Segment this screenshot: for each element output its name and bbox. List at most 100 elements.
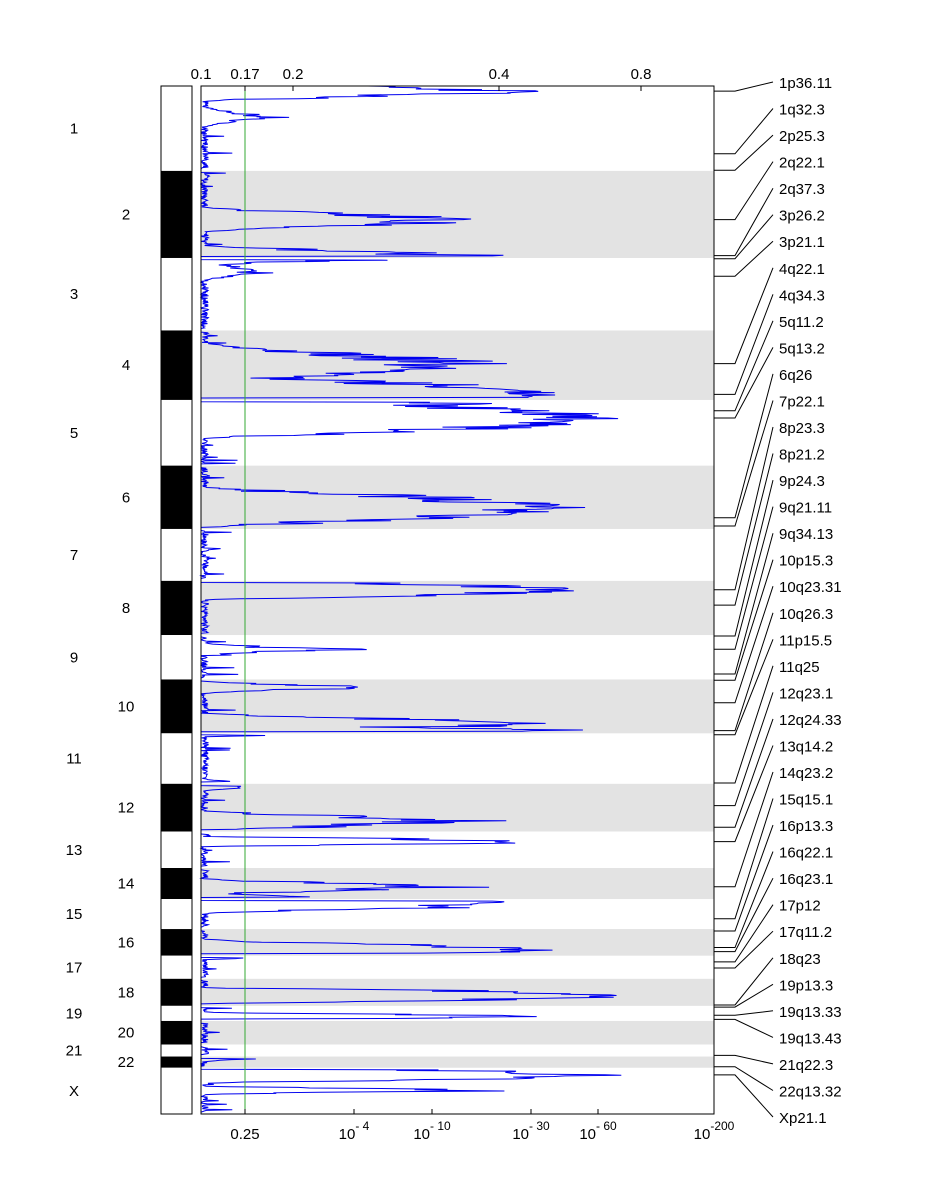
cytoband-leader-line: [714, 373, 774, 519]
cytoband-leader-line: [714, 187, 774, 257]
ideogram-segment-18: [161, 978, 192, 1006]
ideogram-segment-5: [161, 399, 192, 466]
bottom-tick-label: 10- 30: [512, 1119, 550, 1143]
cytoband-leader-line: [714, 851, 774, 948]
ideogram-segment-1: [161, 86, 192, 171]
cytoband-leader-line: [714, 877, 774, 953]
cytoband-label: 14q23.2: [779, 765, 833, 782]
cytoband-leader-line: [714, 930, 774, 969]
cytoband-label: 10q23.31: [779, 579, 842, 596]
chromosome-label: 21: [66, 1043, 83, 1060]
bottom-axis: 0.25 10- 4 10- 10 10- 30 10- 60 10-200: [230, 1109, 735, 1143]
cytoband-label: 16q22.1: [779, 845, 833, 862]
chromosome-band-8: [201, 580, 714, 636]
cytoband-label: 6q26: [779, 367, 812, 384]
cytoband-label: 16p13.3: [779, 818, 833, 835]
ideogram-segment-17: [161, 955, 192, 979]
cytoband-label: 21q22.3: [779, 1057, 833, 1074]
ideogram-segment-15: [161, 899, 192, 930]
cytoband-leader-line: [714, 1066, 774, 1091]
ideogram-segment-13: [161, 831, 192, 868]
cytoband-leader-line: [714, 426, 774, 591]
ideogram-segment-20: [161, 1020, 192, 1045]
tick-base: 10: [694, 1126, 711, 1143]
cytoband-label: 17p12: [779, 898, 821, 915]
tick-exponent: - 60: [596, 1119, 617, 1133]
chromosome-label: 3: [70, 286, 78, 303]
cytoband-leader-line: [714, 533, 774, 675]
chromosome-label: 6: [122, 489, 130, 506]
cytoband-leader-line: [714, 639, 774, 736]
chromosome-band-14: [201, 867, 714, 900]
top-tick-label: 0.4: [489, 66, 510, 83]
cytoband-label: 22q13.32: [779, 1083, 842, 1100]
tick-exponent: - 30: [529, 1119, 550, 1133]
cytoband-leader-line: [714, 718, 774, 828]
chromosome-band-18: [201, 978, 714, 1006]
ideogram-segment-22: [161, 1056, 192, 1068]
chromosome-ideogram: [161, 86, 192, 1114]
chromosome-label: 9: [70, 649, 78, 666]
cytoband-label: 19q13.43: [779, 1030, 842, 1047]
plot-frame: [200, 85, 715, 1115]
chromosome-band-22: [201, 1056, 714, 1068]
top-tick-label: 0.1: [191, 66, 212, 83]
cytoband-leader-line: [714, 134, 774, 171]
cytoband-label: 2q22.1: [779, 155, 825, 172]
top-tick-label: 0.17: [230, 66, 259, 83]
cytoband-label: 3p21.1: [779, 234, 825, 251]
cytoband-leader-line: [714, 771, 774, 888]
ideogram-frame: [160, 85, 193, 1115]
cytoband-label: 9p24.3: [779, 473, 825, 490]
cytoband-leader-line: [714, 904, 774, 963]
cytoband-leader-line: [714, 506, 774, 650]
cytoband-label: 19p13.3: [779, 977, 833, 994]
chromosome-label: 1: [70, 120, 78, 137]
chromosome-band-10: [201, 679, 714, 734]
cytoband-leader-line: [714, 1054, 774, 1065]
cytoband-label: 7p22.1: [779, 393, 825, 410]
ideogram-segment-X: [161, 1067, 192, 1114]
cytoband-label: 15q15.1: [779, 792, 833, 809]
chromosome-label: 13: [66, 842, 83, 859]
tick-base: 10: [339, 1126, 356, 1143]
cytoband-leader-line: [714, 983, 774, 1008]
cytoband-leader-line: [714, 294, 774, 395]
top-axis: 0.1 0.17 0.2 0.4 0.8: [191, 66, 651, 91]
cytoband-label: 8p21.2: [779, 447, 825, 464]
cytoband-leader-line: [714, 81, 774, 92]
cytoband-label: 2q37.3: [779, 181, 825, 198]
cytoband-label: 11q25: [779, 659, 820, 676]
chromosome-band-20: [201, 1020, 714, 1045]
cytoband-label: 13q14.2: [779, 738, 833, 755]
ideogram-segment-8: [161, 580, 192, 636]
ideogram-segment-16: [161, 929, 192, 956]
chromosome-label: 20: [118, 1025, 135, 1042]
chromosome-label: 2: [122, 206, 130, 223]
chromosome-label: X: [69, 1083, 79, 1100]
cytoband-label: 1p36.11: [779, 75, 832, 92]
cytoband-leader-line: [714, 108, 774, 155]
cytoband-leader-line: [714, 161, 774, 221]
chromosome-band-4: [201, 330, 714, 400]
bottom-tick-label: 10-200: [694, 1119, 735, 1143]
cytoband-leader-line: [714, 453, 774, 606]
cytoband-leader-line: [714, 559, 774, 681]
chromosome-label: 11: [66, 751, 82, 768]
chromosome-label: 17: [66, 959, 83, 976]
tick-exponent: - 10: [430, 1119, 451, 1133]
cytoband-leader-line: [714, 798, 774, 920]
chromosome-label: 12: [118, 800, 135, 817]
chromosome-shading-layer: [201, 170, 714, 1068]
chromosome-label: 16: [118, 934, 135, 951]
cytoband-label: 12q23.1: [779, 685, 833, 702]
chromosome-label: 7: [70, 547, 78, 564]
tick-base: 10: [512, 1126, 529, 1143]
top-tick-label: 0.2: [283, 66, 304, 83]
tick-exponent: - 4: [355, 1119, 369, 1133]
cytoband-label: 2p25.3: [779, 128, 825, 145]
ideogram-segment-3: [161, 257, 192, 331]
chromosome-label: 14: [118, 876, 135, 893]
